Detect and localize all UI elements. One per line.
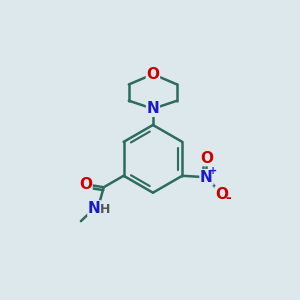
Text: N: N [147, 101, 159, 116]
Text: N: N [200, 170, 213, 185]
Text: -: - [226, 191, 231, 205]
Text: N: N [88, 201, 101, 216]
Text: O: O [146, 67, 159, 82]
Text: O: O [200, 151, 213, 166]
Text: H: H [100, 203, 111, 216]
Text: O: O [79, 177, 92, 192]
Text: +: + [208, 166, 217, 176]
Text: O: O [215, 187, 228, 202]
